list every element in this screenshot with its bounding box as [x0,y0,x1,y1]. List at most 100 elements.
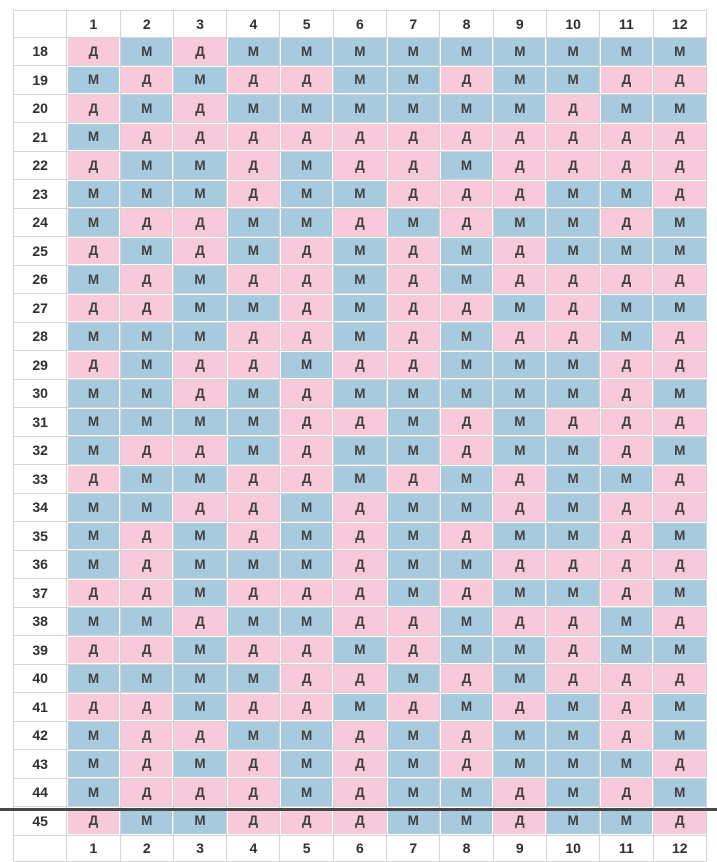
girl-cell: Д [386,264,441,294]
age-label: 22 [12,150,68,180]
boy-cell: М [439,378,494,408]
girl-cell: Д [226,464,281,494]
girl-cell: Д [492,692,547,722]
boy-cell: М [66,321,121,351]
boy-cell: М [279,93,334,123]
age-label: 25 [12,236,68,266]
age-label: 39 [12,635,68,665]
girl-cell: Д [652,122,708,152]
age-label: 32 [12,435,68,465]
boy-cell: М [226,663,281,693]
month-header-section: 1 2 3 4 5 6 7 8 9 10 11 12 [12,10,708,38]
girl-cell: Д [172,122,228,152]
girl-cell: Д [226,321,281,351]
boy-cell: М [172,179,228,209]
boy-cell: М [332,36,388,66]
boy-cell: М [386,578,441,608]
girl-cell: Д [119,692,174,722]
boy-cell: М [119,606,174,636]
age-row-20: 20 Д М Д М М М М М М Д М М [12,93,708,123]
girl-cell: Д [652,464,708,494]
boy-cell: М [492,635,547,665]
age-row-43: 43 М Д М Д М Д М Д М М М Д [12,749,708,779]
girl-cell: Д [652,179,708,209]
boy-cell: М [279,492,334,522]
girl-cell: Д [226,749,281,779]
age-row-40: 40 М М М М Д Д М Д М Д Д Д [12,663,708,693]
boy-cell: М [545,720,601,750]
boy-cell: М [172,549,228,579]
boy-cell: М [652,777,708,807]
boy-cell: М [172,264,228,294]
boy-cell: М [492,435,547,465]
girl-cell: Д [172,777,228,807]
age-row-26: 26 М Д М Д Д М Д М Д Д Д Д [12,264,708,294]
girl-cell: Д [332,122,388,152]
girl-cell: Д [279,378,334,408]
header-month-11: 11 [599,10,654,38]
boy-cell: М [492,749,547,779]
girl-cell: Д [492,549,547,579]
bottom-divider [0,808,717,811]
girl-cell: Д [599,122,654,152]
girl-cell: Д [599,264,654,294]
girl-cell: Д [652,407,708,437]
boy-cell: М [492,36,547,66]
boy-cell: М [119,464,174,494]
boy-cell: М [172,293,228,323]
boy-cell: М [599,464,654,494]
boy-cell: М [279,350,334,380]
girl-cell: Д [652,321,708,351]
boy-cell: М [66,521,121,551]
girl-cell: Д [652,65,708,95]
girl-cell: Д [172,720,228,750]
girl-cell: Д [172,36,228,66]
girl-cell: Д [279,635,334,665]
age-row-35: 35 М Д М Д М Д М Д М М Д М [12,521,708,551]
boy-cell: М [172,749,228,779]
girl-cell: Д [599,350,654,380]
girl-cell: Д [279,236,334,266]
boy-cell: М [332,635,388,665]
girl-cell: Д [599,378,654,408]
boy-cell: М [386,749,441,779]
boy-cell: М [599,36,654,66]
boy-cell: М [279,179,334,209]
boy-cell: М [119,93,174,123]
boy-cell: М [332,236,388,266]
girl-cell: Д [66,578,121,608]
girl-cell: Д [652,150,708,180]
girl-cell: Д [226,578,281,608]
girl-cell: Д [119,578,174,608]
girl-cell: Д [332,350,388,380]
boy-cell: М [599,606,654,636]
girl-cell: Д [226,150,281,180]
girl-cell: Д [652,264,708,294]
age-row-21: 21 М Д Д Д Д Д Д Д Д Д Д Д [12,122,708,152]
boy-cell: М [386,65,441,95]
boy-cell: М [279,606,334,636]
age-row-27: 27 Д Д М М Д М Д Д М Д М М [12,293,708,323]
girl-cell: Д [119,435,174,465]
boy-cell: М [226,293,281,323]
boy-cell: М [545,179,601,209]
boy-cell: М [492,207,547,237]
age-label: 40 [12,663,68,693]
boy-cell: М [226,407,281,437]
girl-cell: Д [599,521,654,551]
boy-cell: М [66,777,121,807]
age-rows-section: 18 Д М Д М М М М М М М М М 19 М Д М Д Д М М Д М М Д Д 20 Д М Д М М М М М М Д… [12,36,708,836]
girl-cell: Д [332,521,388,551]
girl-cell: Д [172,378,228,408]
boy-cell: М [332,692,388,722]
boy-cell: М [66,179,121,209]
boy-cell: М [66,435,121,465]
girl-cell: Д [279,578,334,608]
girl-cell: Д [386,321,441,351]
boy-cell: М [226,236,281,266]
girl-cell: Д [492,321,547,351]
girl-cell: Д [599,720,654,750]
girl-cell: Д [332,549,388,579]
boy-cell: М [279,720,334,750]
age-row-22: 22 Д М М Д М Д Д М Д Д Д Д [12,150,708,180]
